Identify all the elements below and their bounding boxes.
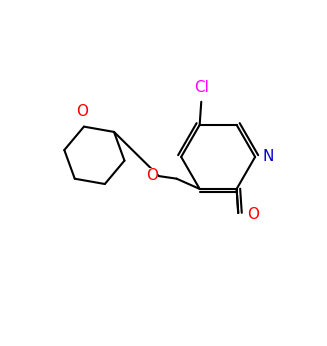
Text: O: O [146, 168, 158, 183]
Text: N: N [262, 149, 274, 164]
Text: O: O [76, 103, 88, 119]
Text: O: O [247, 207, 259, 222]
Text: Cl: Cl [195, 80, 209, 95]
